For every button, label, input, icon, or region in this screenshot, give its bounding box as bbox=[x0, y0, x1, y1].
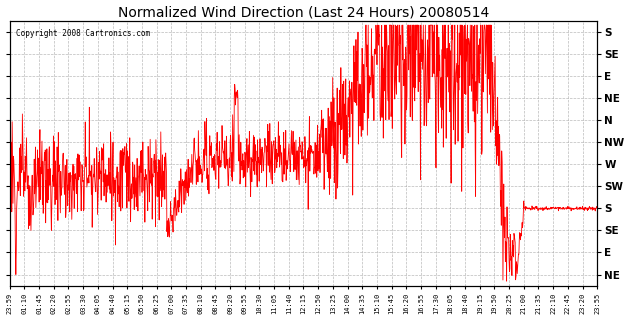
Title: Normalized Wind Direction (Last 24 Hours) 20080514: Normalized Wind Direction (Last 24 Hours… bbox=[118, 5, 489, 20]
Text: Copyright 2008 Cartronics.com: Copyright 2008 Cartronics.com bbox=[16, 29, 150, 38]
